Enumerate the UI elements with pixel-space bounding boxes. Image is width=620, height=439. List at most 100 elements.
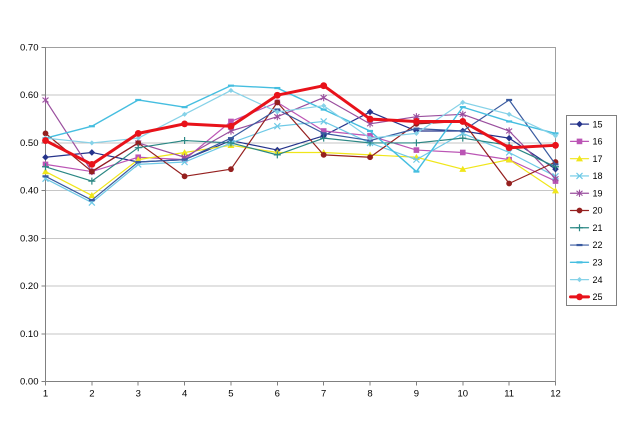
marker-plus <box>42 163 49 171</box>
marker-diamond <box>135 135 141 141</box>
marker-triangle <box>576 155 583 162</box>
legend-label-20: 20 <box>593 206 603 216</box>
legend-label-18: 18 <box>593 171 603 181</box>
legend-label-24: 24 <box>593 275 603 285</box>
x-tick-label: 4 <box>182 389 187 400</box>
x-tick-label: 2 <box>89 389 94 400</box>
plot-border <box>45 47 556 382</box>
marker-circle <box>320 82 328 90</box>
marker-x <box>273 122 281 130</box>
x-tick-label: 7 <box>321 389 326 400</box>
legend-label-23: 23 <box>593 258 603 268</box>
marker-square <box>320 128 327 134</box>
marker-circle <box>181 120 188 128</box>
marker-circle <box>88 168 95 175</box>
marker-circle <box>42 130 49 137</box>
marker-square <box>459 149 466 156</box>
marker-plus <box>181 137 189 145</box>
x-tick-label: 1 <box>43 389 48 400</box>
marker-plus <box>576 224 583 232</box>
y-tick-label: 0.10 <box>20 329 39 340</box>
marker-diamond <box>42 153 49 161</box>
marker-circle <box>576 207 583 214</box>
marker-circle <box>320 151 327 158</box>
marker-circle <box>134 129 142 137</box>
marker-diamond <box>552 133 559 139</box>
marker-diamond <box>181 111 188 117</box>
marker-star <box>552 175 559 183</box>
marker-x <box>505 149 513 156</box>
x-tick-label: 5 <box>228 389 233 400</box>
x-tick-label: 6 <box>275 389 280 400</box>
marker-triangle <box>88 192 96 199</box>
series-20-line <box>44 101 557 185</box>
legend-label-19: 19 <box>593 188 603 198</box>
y-tick-label: 0.50 <box>20 138 39 149</box>
series-22-line <box>44 99 557 201</box>
marker-circle <box>88 161 96 168</box>
marker-circle <box>181 173 188 180</box>
x-tick-label: 8 <box>367 389 372 400</box>
marker-circle <box>274 99 281 106</box>
y-tick-label: 0.40 <box>20 186 39 197</box>
marker-diamond <box>576 120 583 128</box>
y-tick-label: 0.00 <box>20 377 39 388</box>
marker-diamond <box>366 108 374 116</box>
marker-square <box>228 118 234 125</box>
y-tick-label: 0.70 <box>20 43 39 54</box>
marker-triangle <box>42 168 49 175</box>
marker-triangle <box>134 156 142 163</box>
series-21-line <box>44 137 557 182</box>
series-16-line <box>44 101 557 182</box>
legend-label-25: 25 <box>593 292 603 302</box>
marker-square <box>413 147 420 153</box>
series-18-line <box>44 120 557 204</box>
marker-plus <box>412 139 420 147</box>
x-tick-label: 10 <box>457 389 468 400</box>
marker-circle <box>505 144 513 152</box>
marker-circle <box>366 115 374 123</box>
legend-label-21: 21 <box>593 223 603 233</box>
marker-circle <box>42 137 49 144</box>
legend-label-22: 22 <box>593 240 603 250</box>
marker-diamond <box>367 135 373 141</box>
marker-plus <box>88 177 96 185</box>
legend-label-17: 17 <box>593 154 603 164</box>
legend-label-16: 16 <box>593 137 603 147</box>
x-tick-label: 9 <box>414 389 419 400</box>
marker-diamond <box>413 130 420 136</box>
marker-diamond <box>321 103 327 109</box>
marker-circle <box>273 91 281 99</box>
marker-triangle <box>505 156 513 163</box>
x-tick-label: 11 <box>504 389 514 400</box>
legend-label-15: 15 <box>593 119 603 129</box>
marker-diamond <box>88 149 96 156</box>
marker-diamond <box>576 276 583 283</box>
marker-x <box>412 156 420 164</box>
marker-plus <box>134 144 142 152</box>
y-tick-label: 0.60 <box>20 90 39 101</box>
marker-circle <box>506 180 513 187</box>
series-25-line <box>44 84 557 166</box>
marker-star <box>42 96 49 104</box>
y-tick-label: 0.30 <box>20 233 39 244</box>
marker-star <box>459 110 467 118</box>
x-tick-label: 3 <box>136 389 141 400</box>
marker-diamond <box>274 109 280 115</box>
marker-diamond <box>505 134 513 142</box>
y-tick-label: 0.20 <box>20 281 39 292</box>
x-tick-label: 12 <box>550 389 561 400</box>
marker-circle <box>367 154 373 161</box>
marker-plus <box>273 151 281 159</box>
marker-square <box>576 138 583 145</box>
marker-plus <box>227 139 235 147</box>
marker-x <box>320 118 328 125</box>
marker-circle <box>459 118 467 125</box>
marker-diamond <box>228 87 234 94</box>
marker-x <box>576 172 583 180</box>
marker-circle <box>227 122 235 130</box>
marker-star <box>505 127 513 135</box>
marker-star <box>576 189 583 197</box>
